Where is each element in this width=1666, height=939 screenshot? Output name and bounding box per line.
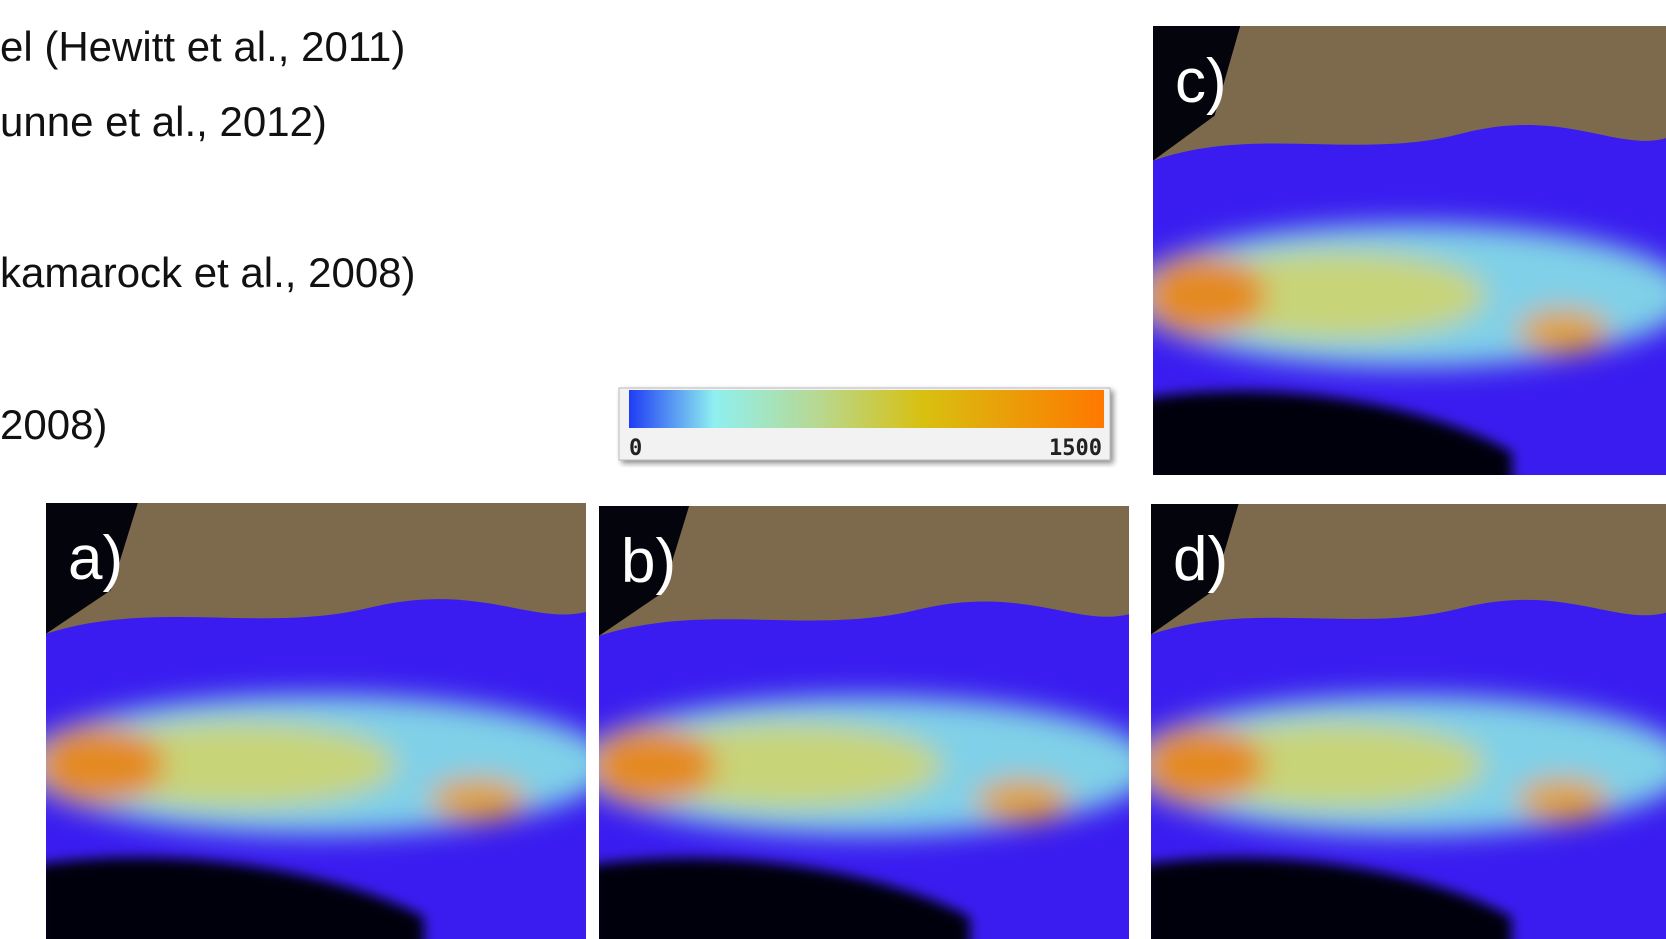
page: el (Hewitt et al., 2011) unne et al., 201… (0, 0, 1666, 939)
field-orange-2 (975, 779, 1070, 822)
rain-field (1127, 224, 1666, 368)
field-orange-2 (1517, 778, 1610, 822)
field-orange (1141, 726, 1265, 804)
panel-label: a) (68, 524, 123, 593)
text-lines: el (Hewitt et al., 2011) unne et al., 201… (0, 23, 416, 448)
map-panels: a) b) c) d) (19, 26, 1666, 939)
field-orange-2 (429, 778, 526, 822)
colorbar: 0 1500 (619, 388, 1110, 461)
field-orange-2 (1517, 309, 1609, 354)
panel-label: d) (1173, 525, 1228, 594)
colorbar-max: 1500 (1049, 436, 1102, 461)
colorbar-gradient (629, 390, 1104, 428)
text-line: 2008) (0, 401, 107, 448)
rain-field (19, 695, 613, 835)
slide: el (Hewitt et al., 2011) unne et al., 201… (0, 0, 1666, 939)
rain-field (1125, 695, 1666, 834)
panel-label: c) (1175, 47, 1227, 116)
rain-field (573, 697, 1156, 836)
colorbar-min: 0 (629, 436, 642, 461)
text-line: kamarock et al., 2008) (0, 249, 416, 296)
field-orange (588, 727, 715, 805)
panel-label: b) (621, 527, 676, 596)
text-line: unne et al., 2012) (0, 98, 327, 145)
field-orange (35, 725, 165, 803)
field-orange (1143, 255, 1266, 336)
text-line: el (Hewitt et al., 2011) (0, 23, 405, 70)
